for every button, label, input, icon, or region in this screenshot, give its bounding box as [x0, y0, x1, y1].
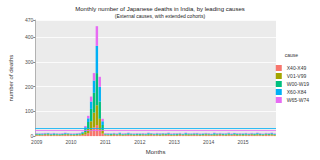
svg-text:Months: Months [146, 149, 166, 155]
svg-text:400: 400 [25, 34, 34, 40]
svg-text:2009: 2009 [31, 139, 42, 145]
svg-text:2010: 2010 [66, 139, 77, 145]
svg-text:2012: 2012 [134, 139, 145, 145]
svg-text:300: 300 [25, 59, 34, 65]
svg-text:200: 200 [25, 84, 34, 90]
svg-text:number of deaths: number of deaths [8, 55, 14, 102]
svg-text:2015: 2015 [237, 139, 248, 145]
svg-text:0: 0 [30, 133, 34, 140]
svg-text:V01-V99: V01-V99 [287, 73, 307, 79]
svg-text:W65-W74: W65-W74 [287, 97, 309, 103]
svg-text:X60-X84: X60-X84 [287, 89, 307, 95]
svg-text:W00-W19: W00-W19 [287, 81, 309, 87]
svg-text:2014: 2014 [203, 139, 214, 145]
svg-text:2011: 2011 [100, 139, 111, 145]
svg-text:470: 470 [25, 17, 34, 23]
svg-text:(External causes, with extende: (External causes, with extended cohorts) [115, 13, 206, 19]
svg-text:cause: cause [285, 52, 299, 58]
svg-text:100: 100 [25, 108, 34, 114]
svg-text:Monthly number of Japanese dea: Monthly number of Japanese deaths in Ind… [75, 6, 244, 12]
svg-text:X40-X49: X40-X49 [287, 65, 307, 71]
svg-text:2013: 2013 [169, 139, 180, 145]
